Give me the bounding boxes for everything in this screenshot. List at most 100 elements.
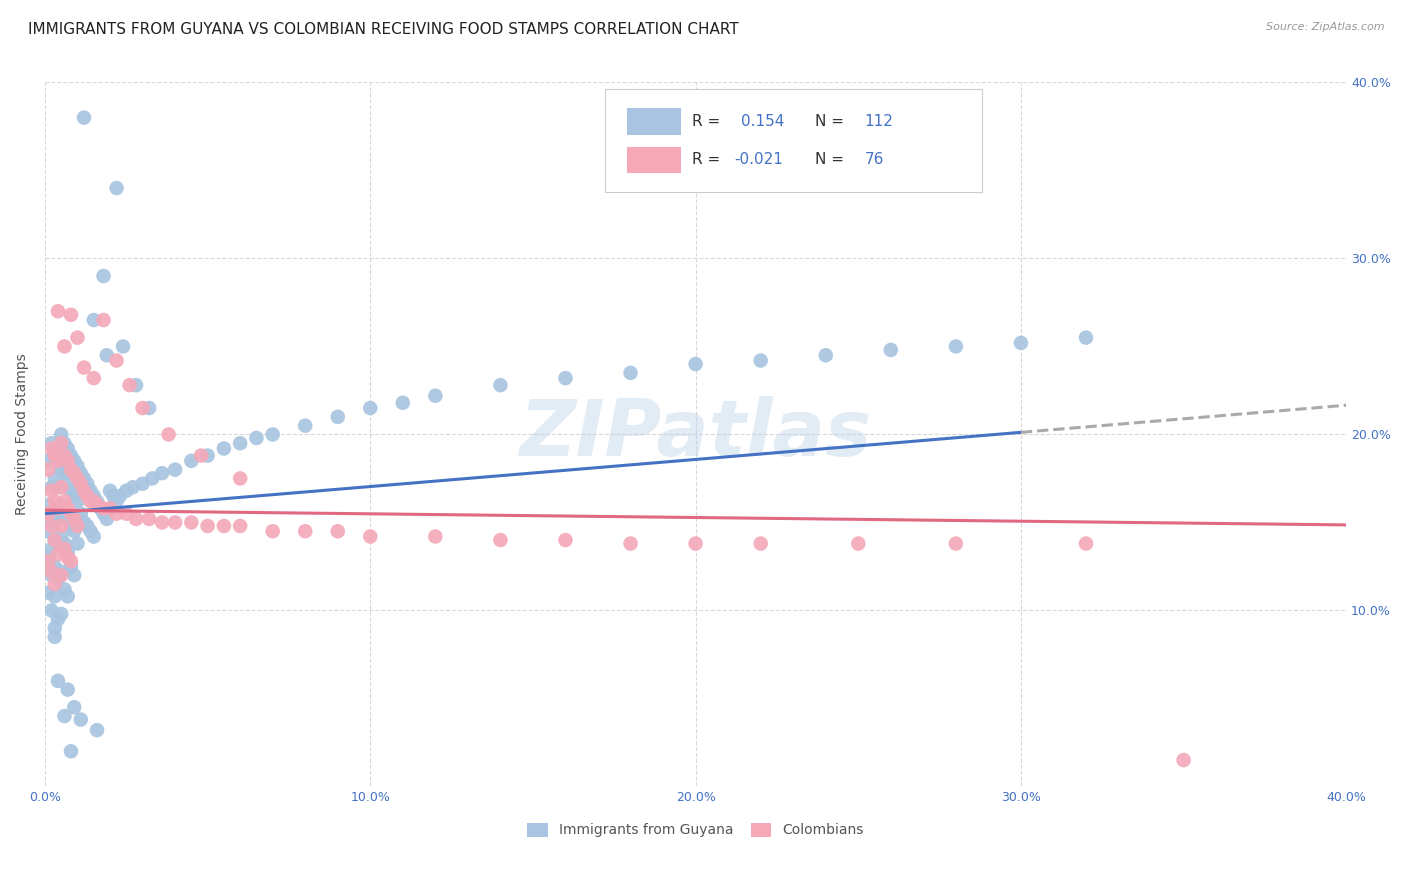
Point — [46, 512, 69, 526]
Point — [59, 463, 82, 477]
Point — [73, 483, 96, 498]
Point — [41, 516, 63, 530]
Point — [165, 516, 187, 530]
Point — [46, 454, 69, 468]
Point — [63, 466, 86, 480]
Point — [41, 603, 63, 617]
Point — [66, 331, 89, 345]
Point — [63, 700, 86, 714]
Point — [44, 449, 66, 463]
Point — [44, 445, 66, 459]
Text: N =: N = — [815, 113, 849, 128]
Point — [93, 507, 115, 521]
Point — [69, 713, 91, 727]
Point — [76, 519, 98, 533]
Point — [294, 418, 316, 433]
Point — [79, 524, 101, 539]
Point — [685, 536, 707, 550]
Point — [56, 590, 79, 604]
Point — [125, 512, 148, 526]
Point — [56, 501, 79, 516]
Y-axis label: Receiving Food Stamps: Receiving Food Stamps — [15, 353, 30, 516]
Point — [73, 471, 96, 485]
Point — [51, 498, 73, 512]
Point — [425, 529, 447, 543]
Point — [37, 507, 59, 521]
Point — [121, 480, 143, 494]
Point — [56, 454, 79, 468]
Point — [150, 466, 173, 480]
Text: -0.021: -0.021 — [735, 153, 783, 168]
Point — [51, 480, 73, 494]
FancyBboxPatch shape — [605, 89, 981, 192]
Point — [96, 348, 118, 362]
Point — [56, 476, 79, 491]
Point — [73, 360, 96, 375]
Point — [685, 357, 707, 371]
Point — [115, 507, 138, 521]
Point — [51, 436, 73, 450]
Point — [46, 572, 69, 586]
Point — [63, 512, 86, 526]
Point — [51, 607, 73, 621]
Point — [69, 507, 91, 521]
Point — [53, 541, 76, 556]
Point — [131, 476, 153, 491]
Point — [79, 483, 101, 498]
Point — [56, 545, 79, 559]
Point — [326, 524, 349, 539]
Point — [359, 401, 381, 415]
Point — [37, 554, 59, 568]
Point — [63, 568, 86, 582]
Point — [37, 498, 59, 512]
Point — [83, 371, 105, 385]
Point — [44, 494, 66, 508]
Point — [41, 541, 63, 556]
Point — [749, 353, 772, 368]
Point — [53, 494, 76, 508]
Point — [44, 630, 66, 644]
Point — [945, 339, 967, 353]
Point — [96, 512, 118, 526]
Point — [425, 389, 447, 403]
Point — [619, 536, 641, 550]
Point — [108, 489, 131, 503]
Point — [41, 436, 63, 450]
Point — [105, 353, 128, 368]
Point — [814, 348, 837, 362]
Point — [46, 536, 69, 550]
Point — [41, 568, 63, 582]
Point — [294, 524, 316, 539]
Point — [51, 568, 73, 582]
Point — [212, 442, 235, 456]
Point — [131, 401, 153, 415]
Text: ZIPatlas: ZIPatlas — [519, 396, 872, 473]
Point — [83, 529, 105, 543]
Point — [56, 510, 79, 524]
Point — [37, 454, 59, 468]
Point — [138, 401, 160, 415]
Point — [66, 536, 89, 550]
Point — [46, 673, 69, 688]
Point — [66, 471, 89, 485]
Point — [115, 483, 138, 498]
Point — [245, 431, 267, 445]
Point — [56, 550, 79, 565]
Point — [945, 536, 967, 550]
Point — [46, 480, 69, 494]
Point — [51, 565, 73, 579]
Point — [326, 409, 349, 424]
Point — [262, 524, 284, 539]
Point — [180, 454, 202, 468]
Point — [165, 463, 187, 477]
Point — [51, 529, 73, 543]
Point — [359, 529, 381, 543]
Point — [51, 427, 73, 442]
Point — [46, 454, 69, 468]
Point — [44, 590, 66, 604]
Point — [53, 501, 76, 516]
Point — [86, 723, 108, 738]
Point — [37, 550, 59, 565]
Text: 112: 112 — [865, 113, 894, 128]
Point — [392, 396, 415, 410]
